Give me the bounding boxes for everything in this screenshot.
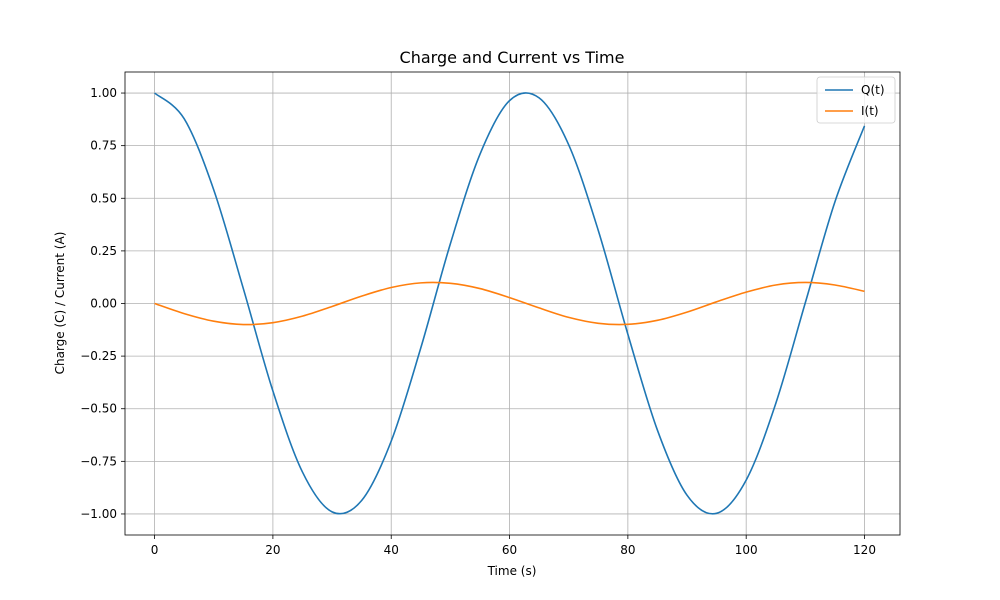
y-tick-label: 0.25 [90,244,117,258]
y-tick-label: 0.50 [90,191,117,205]
x-tick-label: 60 [502,543,517,557]
y-tick-label: −0.25 [80,349,117,363]
series-line-i [154,281,865,326]
x-tick-label: 100 [735,543,758,557]
y-tick-label: 0.75 [90,139,117,153]
x-tick-label: 40 [384,543,399,557]
legend: Q(t) I(t) [816,76,896,124]
chart-title: Charge and Current vs Time [400,48,625,67]
legend-label: Q(t) [861,83,885,97]
legend-label: I(t) [861,104,879,118]
y-tick-label: −1.00 [80,507,117,521]
x-tick-label: 120 [853,543,876,557]
y-tick-label: 0.00 [90,297,117,311]
y-axis-ticks: 1.00 0.75 0.50 0.25 0.00 −0.25 −0.50 −0.75 −1.00 [80,86,125,521]
x-tick-label: 20 [265,543,280,557]
grid [125,72,900,535]
y-tick-label: −0.50 [80,402,117,416]
y-tick-label: −0.75 [80,454,117,468]
y-axis-title: Charge (C) / Current (A) [53,232,67,375]
y-tick-label: 1.00 [90,86,117,100]
series-line-q [154,92,866,515]
series-layer [154,92,866,515]
x-tick-label: 0 [151,543,159,557]
x-axis-title: Time (s) [487,564,537,578]
x-tick-label: 80 [620,543,635,557]
x-axis-ticks: 0 20 40 60 80 100 120 [151,535,876,557]
